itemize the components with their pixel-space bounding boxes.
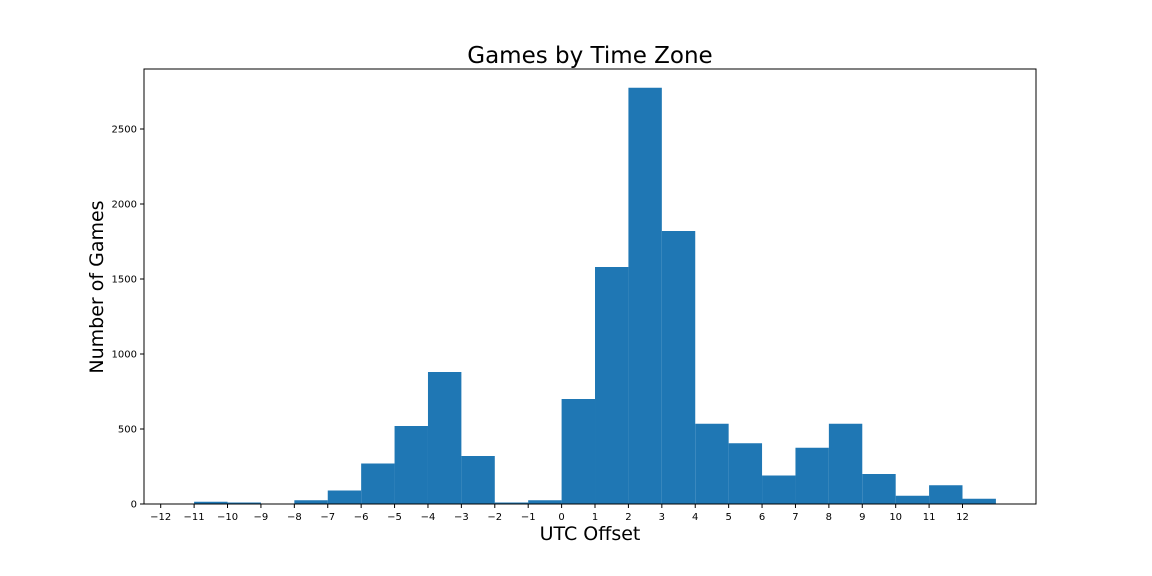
plot-frame — [143, 68, 1037, 505]
histogram-bar — [628, 87, 662, 504]
histogram-bar — [361, 463, 395, 504]
histogram-bar — [227, 502, 261, 504]
histogram-bar — [828, 423, 863, 504]
x-tick-label: −1 — [521, 512, 536, 523]
histogram-bar — [929, 485, 963, 504]
histogram-bar — [394, 426, 428, 504]
x-tick-label: 12 — [956, 512, 969, 523]
y-tick-label: 2000 — [112, 200, 137, 211]
x-tick-label: −8 — [287, 512, 302, 523]
x-tick-label: −11 — [184, 512, 205, 523]
x-tick-label: −4 — [421, 512, 436, 523]
x-tick-label: −2 — [487, 512, 502, 523]
histogram-bar — [294, 500, 328, 504]
x-tick-label: 11 — [923, 512, 936, 523]
x-tick-label: 7 — [792, 512, 798, 523]
bars-group — [194, 87, 996, 504]
histogram-bar — [762, 475, 796, 504]
histogram-bar — [194, 501, 228, 504]
x-tick-label: −10 — [217, 512, 238, 523]
x-tick-label: 6 — [759, 512, 765, 523]
x-tick-label: −7 — [320, 512, 335, 523]
x-tick-label: 3 — [659, 512, 665, 523]
y-axis-ticks: 0 500 1000 1500 2000 2500 — [112, 125, 144, 511]
x-tick-label: 5 — [725, 512, 731, 523]
histogram-bar — [327, 490, 362, 504]
histogram-bar — [795, 447, 829, 504]
x-tick-label: 2 — [625, 512, 631, 523]
x-tick-label: 10 — [889, 512, 902, 523]
x-tick-label: −5 — [387, 512, 402, 523]
histogram-bar — [494, 502, 529, 504]
histogram-bar — [661, 231, 696, 504]
histogram-bar — [695, 423, 729, 504]
histogram-bar — [895, 495, 930, 504]
x-tick-label: −9 — [254, 512, 269, 523]
x-axis-ticks: −12 −11 −10 −9 −8 −7 −6 −5 −4 −3 −2 −1 0 1 2 3 4 5 6 7 8 9 10 1… — [150, 504, 969, 523]
histogram-bar — [461, 456, 495, 504]
y-tick-label: 0 — [131, 500, 137, 511]
x-tick-label: 9 — [859, 512, 865, 523]
histogram-bar — [528, 500, 562, 504]
x-tick-label: −3 — [454, 512, 469, 523]
histogram-bar — [862, 474, 896, 504]
histogram-bar — [595, 267, 629, 504]
x-tick-label: 0 — [558, 512, 564, 523]
chart-title: Games by Time Zone — [467, 43, 712, 69]
histogram-bar — [962, 498, 996, 504]
histogram-bar — [427, 372, 462, 504]
x-tick-label: 1 — [592, 512, 598, 523]
x-tick-label: −6 — [354, 512, 369, 523]
histogram-bar — [561, 399, 596, 504]
x-tick-label: 4 — [692, 512, 698, 523]
y-tick-label: 1000 — [112, 350, 137, 361]
x-tick-label: 8 — [826, 512, 832, 523]
x-tick-label: −12 — [150, 512, 171, 523]
y-tick-label: 2500 — [112, 125, 137, 136]
histogram-bar — [728, 443, 763, 504]
y-tick-label: 1500 — [112, 275, 137, 286]
x-axis-label: UTC Offset — [540, 523, 641, 545]
y-axis-label: Number of Games — [86, 200, 108, 373]
y-tick-label: 500 — [118, 425, 137, 436]
